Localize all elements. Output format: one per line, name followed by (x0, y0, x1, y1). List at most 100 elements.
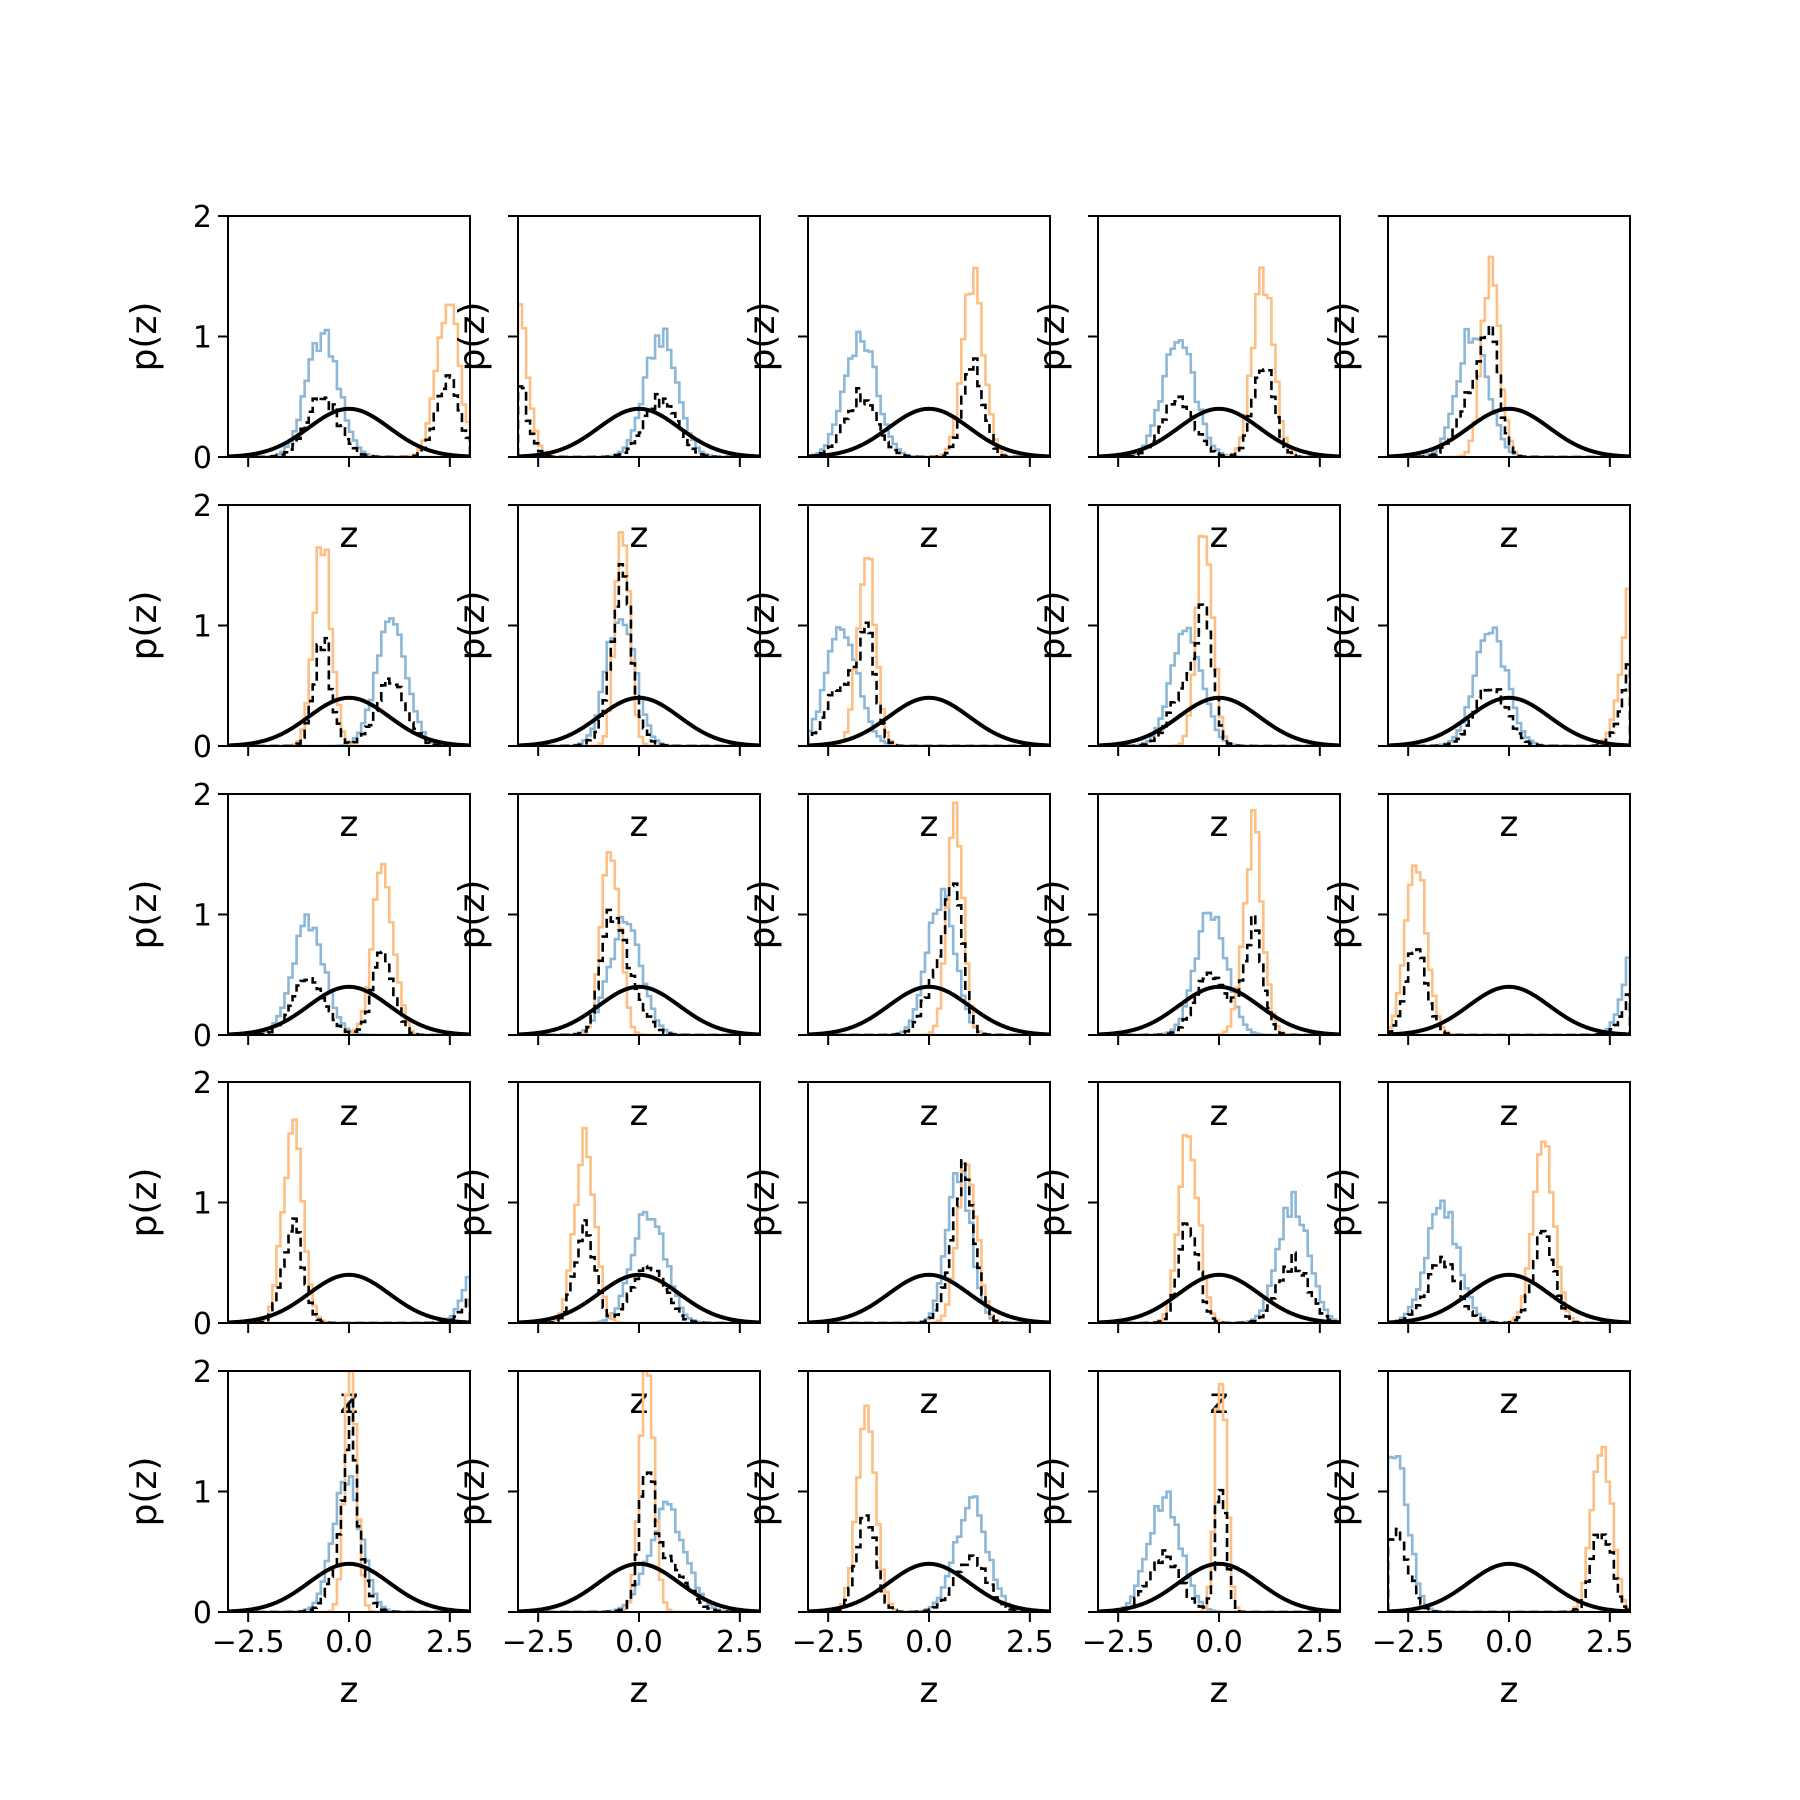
prior-curve (808, 984, 1050, 1035)
series-a-histogram (808, 330, 1050, 457)
subplot-3-5: z p(z) (1322, 793, 1631, 1134)
x-tick-label: −2.5 (502, 1625, 575, 1660)
x-tick-label: 0.0 (1485, 1625, 1533, 1660)
prior-curve (1098, 695, 1340, 746)
y-axis-label: p(z) (1322, 880, 1363, 950)
x-axis-label: z (920, 515, 939, 556)
y-axis-label: p(z) (452, 302, 493, 372)
y-axis-label: p(z) (452, 1168, 493, 1238)
series-b-histogram (1098, 1382, 1340, 1612)
x-axis-label: z (1210, 515, 1229, 556)
x-axis-label: z (340, 804, 359, 845)
y-axis-label: p(z) (124, 1457, 165, 1527)
x-axis-label: z (920, 1381, 939, 1422)
y-tick-label: 0 (193, 441, 212, 476)
x-tick-label: 2.5 (1296, 1625, 1344, 1660)
mixture-histogram (1098, 368, 1340, 457)
subplot-3-1: 0 1 2 z p(z) (124, 778, 471, 1134)
subplot-1-3: z p(z) (742, 215, 1051, 556)
y-axis-label: p(z) (1322, 1168, 1363, 1238)
series-b-histogram (1388, 864, 1630, 1035)
y-tick-label: 1 (193, 610, 212, 645)
x-tick-label: 0.0 (325, 1625, 373, 1660)
series-a-histogram (228, 913, 470, 1035)
series-a-histogram (1388, 1455, 1630, 1612)
prior-curve (518, 984, 760, 1035)
x-tick-label: 2.5 (1006, 1625, 1054, 1660)
mixture-histogram (808, 1514, 1050, 1612)
mixture-histogram (1388, 1527, 1630, 1612)
subplot-5-5: −2.5 0.0 2.5 z p(z) (1322, 1370, 1634, 1711)
subplot-grid: 0 1 2 z p(z) z p(z) z p(z) z p(z) z p(z) 0 1 2 z p(z) z p(z… (124, 200, 1634, 1711)
plot-area (1388, 1445, 1630, 1612)
prior-curve (808, 1561, 1050, 1612)
prior-curve (1388, 406, 1630, 457)
x-axis-label: z (920, 1670, 939, 1711)
y-tick-label: 2 (193, 1066, 212, 1101)
subplot-2-1: 0 1 2 z p(z) (124, 489, 471, 845)
y-axis-label: p(z) (1032, 1168, 1073, 1238)
y-axis-label: p(z) (124, 302, 165, 372)
x-axis-label: z (630, 1093, 649, 1134)
y-axis-label: p(z) (742, 1457, 783, 1527)
subplot-1-5: z p(z) (1322, 215, 1631, 556)
y-axis-label: p(z) (1322, 591, 1363, 661)
y-axis-label: p(z) (452, 880, 493, 950)
prior-curve (518, 406, 760, 457)
y-axis-label: p(z) (1032, 591, 1073, 661)
x-tick-label: 2.5 (1586, 1625, 1634, 1660)
y-tick-label: 2 (193, 1355, 212, 1390)
mixture-histogram (228, 950, 470, 1035)
prior-curve (808, 695, 1050, 746)
prior-curve (1098, 1561, 1340, 1612)
x-tick-label: 2.5 (426, 1625, 474, 1660)
y-tick-label: 0 (193, 730, 212, 765)
y-axis-label: p(z) (742, 591, 783, 661)
series-b-histogram (518, 302, 760, 457)
y-tick-label: 1 (193, 899, 212, 934)
y-tick-label: 2 (193, 778, 212, 813)
prior-curve (808, 406, 1050, 457)
y-axis-label: p(z) (1322, 1457, 1363, 1527)
subplot-3-3: z p(z) (742, 793, 1051, 1134)
subplot-5-3: −2.5 0.0 2.5 z p(z) (742, 1370, 1054, 1711)
prior-curve (1098, 406, 1340, 457)
x-tick-label: −2.5 (1372, 1625, 1445, 1660)
y-tick-label: 0 (193, 1307, 212, 1342)
y-axis-label: p(z) (1032, 1457, 1073, 1527)
subplot-5-4: −2.5 0.0 2.5 z p(z) (1032, 1370, 1344, 1711)
prior-curve (1388, 984, 1630, 1035)
series-b-histogram (1098, 534, 1340, 746)
x-tick-label: 0.0 (905, 1625, 953, 1660)
x-axis-label: z (340, 1093, 359, 1134)
y-axis-label: p(z) (124, 591, 165, 661)
x-axis-label: z (340, 515, 359, 556)
x-axis-label: z (1210, 1093, 1229, 1134)
subplot-3-4: z p(z) (1032, 793, 1341, 1134)
subplot-5-2: −2.5 0.0 2.5 z p(z) (452, 1370, 764, 1711)
subplot-2-5: z p(z) (1322, 504, 1631, 845)
y-tick-label: 1 (193, 1187, 212, 1222)
y-axis-label: p(z) (742, 880, 783, 950)
y-axis-label: p(z) (742, 1168, 783, 1238)
subplot-2-4: z p(z) (1032, 504, 1341, 845)
x-tick-label: −2.5 (792, 1625, 865, 1660)
series-b-histogram (1388, 255, 1630, 457)
y-tick-label: 2 (193, 200, 212, 235)
x-axis-label: z (630, 1670, 649, 1711)
y-axis-label: p(z) (742, 302, 783, 372)
y-tick-label: 1 (193, 321, 212, 356)
series-b-histogram (1388, 587, 1630, 746)
prior-curve (808, 1272, 1050, 1323)
subplot-4-5: z p(z) (1322, 1081, 1631, 1422)
prior-curve (228, 695, 470, 746)
prior-curve (1388, 695, 1630, 746)
subplot-2-3: z p(z) (742, 504, 1051, 845)
prior-curve (1098, 1272, 1340, 1323)
y-axis-label: p(z) (1032, 880, 1073, 950)
x-axis-label: z (340, 1670, 359, 1711)
series-a-histogram (1388, 956, 1630, 1035)
x-axis-label: z (630, 1381, 649, 1422)
subplot-4-3: z p(z) (742, 1081, 1051, 1422)
